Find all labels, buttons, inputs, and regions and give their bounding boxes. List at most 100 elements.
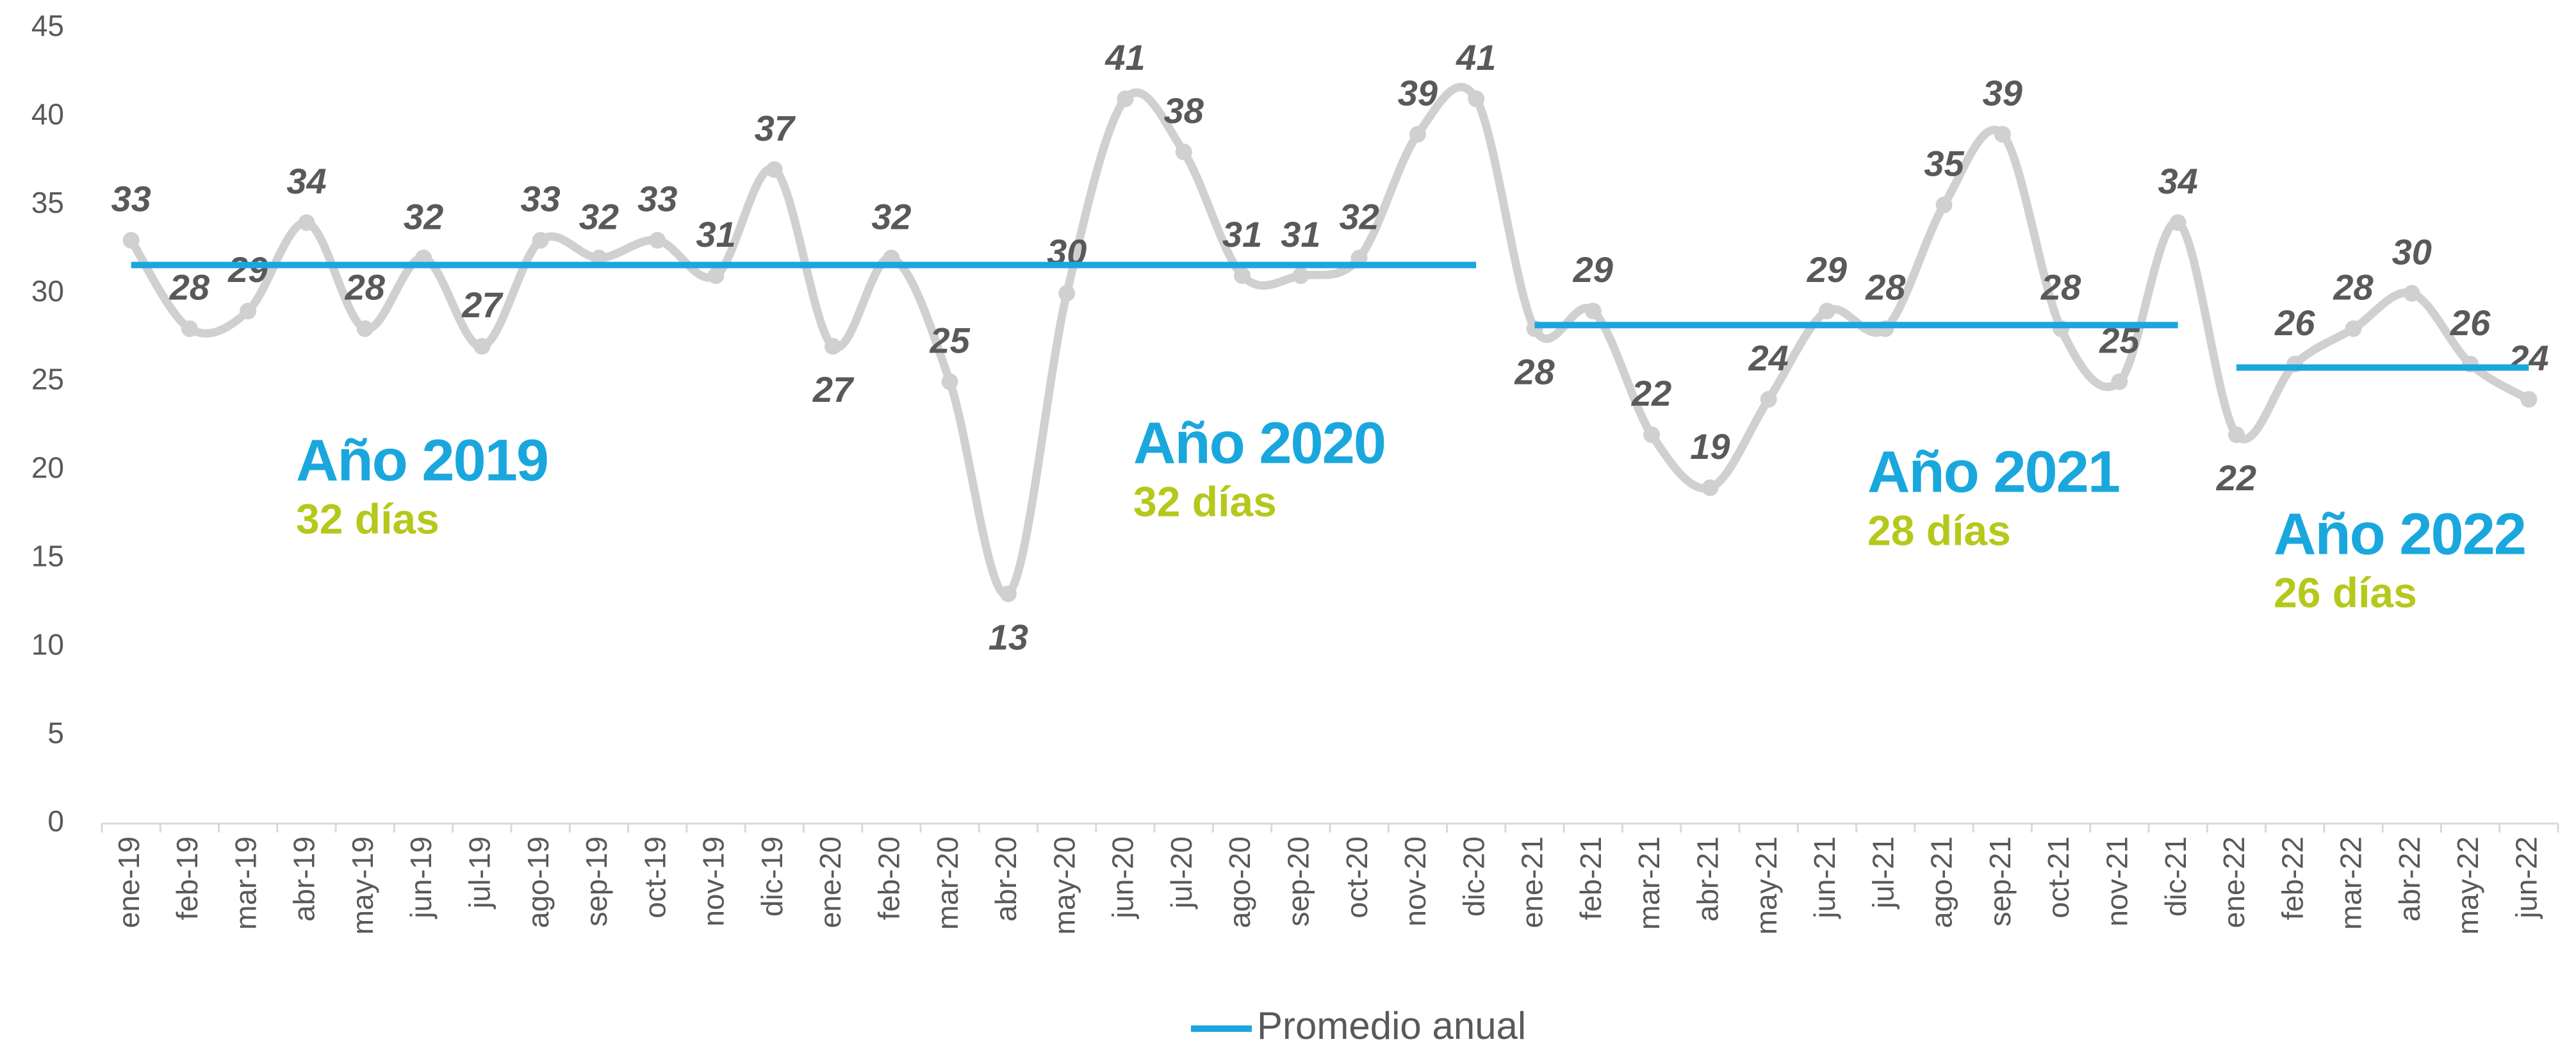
y-tick-label: 5 (47, 716, 64, 749)
x-tick-label: sep-20 (1282, 836, 1315, 927)
x-tick-label: abr-22 (2393, 836, 2426, 922)
x-tick-label: sep-21 (1983, 836, 2017, 927)
annotation-subtitle: 26 días (2274, 568, 2417, 616)
x-tick-label: may-19 (346, 836, 379, 934)
data-label: 27 (812, 369, 855, 410)
x-tick-label: dic-21 (2159, 836, 2192, 916)
x-tick-label: ene-21 (1516, 836, 1549, 928)
x-tick-label: oct-20 (1340, 836, 1374, 918)
x-tick-label: jul-21 (1866, 836, 1899, 910)
x-tick-label: dic-19 (755, 836, 789, 916)
x-tick-label: mar-21 (1632, 836, 1666, 930)
x-tick-label: ene-22 (2217, 836, 2251, 928)
x-tick-label: jun-22 (2510, 836, 2543, 920)
x-tick-label: may-20 (1047, 836, 1081, 934)
data-label: 28 (2333, 267, 2374, 308)
data-label: 28 (1514, 352, 1555, 392)
data-label: 29 (1573, 249, 1613, 290)
data-label: 39 (1983, 72, 2022, 113)
legend-label: Promedio anual (1257, 1004, 1526, 1047)
y-tick-label: 35 (31, 186, 64, 219)
x-tick-label: nov-19 (697, 836, 730, 927)
data-point (2345, 320, 2362, 337)
x-tick-label: mar-19 (229, 836, 262, 930)
x-tick-label: feb-19 (170, 836, 204, 920)
data-label: 32 (1339, 196, 1379, 236)
x-tick-label: nov-20 (1399, 836, 1432, 927)
data-label: 28 (169, 267, 210, 308)
data-label: 32 (579, 196, 619, 236)
y-tick-label: 40 (31, 97, 64, 131)
data-label: 29 (227, 249, 268, 290)
data-point (181, 320, 198, 337)
data-label: 28 (2040, 267, 2081, 308)
x-tick-label: feb-20 (873, 836, 906, 920)
data-label: 30 (2392, 231, 2432, 272)
x-tick-label: oct-19 (638, 836, 671, 918)
x-tick-label: jun-19 (404, 836, 438, 920)
y-tick-label: 0 (47, 804, 64, 838)
x-tick-label: jun-20 (1106, 836, 1140, 920)
annotation-title: Año 2022 (2274, 501, 2525, 567)
data-label: 32 (871, 196, 911, 236)
x-tick-label: oct-21 (2042, 836, 2075, 918)
annotation-subtitle: 32 días (296, 495, 439, 542)
annotation-subtitle: 32 días (1133, 477, 1277, 525)
data-point (1058, 285, 1076, 302)
x-tick-label: jul-19 (463, 836, 496, 910)
x-tick-label: abr-21 (1691, 836, 1725, 922)
data-point (1760, 391, 1777, 408)
data-label: 34 (2158, 161, 2197, 201)
x-tick-label: mar-20 (931, 836, 964, 930)
data-label: 32 (404, 196, 443, 236)
x-tick-label: dic-20 (1457, 836, 1490, 916)
data-point (707, 267, 725, 285)
data-point (356, 320, 373, 337)
y-tick-label: 45 (31, 9, 64, 42)
data-point (1584, 303, 1602, 320)
x-tick-label: ene-19 (112, 836, 145, 928)
data-label: 26 (2274, 303, 2315, 343)
data-point (1409, 126, 1426, 143)
x-tick-label: ene-20 (814, 836, 847, 928)
data-point (298, 214, 315, 231)
x-tick-label: abr-19 (288, 836, 321, 922)
x-tick-label: feb-21 (1574, 836, 1607, 920)
data-label: 19 (1690, 426, 1730, 467)
x-tick-label: mar-22 (2334, 836, 2368, 930)
data-label: 41 (1456, 37, 1496, 78)
data-label: 28 (345, 267, 386, 308)
data-point (824, 338, 842, 355)
data-label: 33 (520, 179, 560, 219)
data-label: 28 (1865, 267, 1906, 308)
data-label: 37 (755, 108, 796, 148)
annotation-title: Año 2019 (296, 427, 548, 493)
data-point (473, 338, 491, 355)
data-point (999, 585, 1017, 602)
x-tick-label: feb-22 (2276, 836, 2309, 920)
data-label: 38 (1164, 90, 1204, 131)
data-point (1935, 196, 1953, 213)
annotation-subtitle: 28 días (1867, 506, 2011, 554)
data-label: 22 (1631, 373, 1671, 413)
data-point (1117, 90, 1134, 108)
data-label: 31 (696, 214, 735, 254)
data-point (941, 373, 958, 390)
data-label: 31 (1222, 214, 1262, 254)
data-point (122, 231, 140, 249)
y-tick-label: 10 (31, 627, 64, 661)
x-tick-label: nov-21 (2101, 836, 2134, 927)
data-label: 22 (2216, 458, 2256, 498)
y-tick-label: 15 (31, 539, 64, 572)
y-tick-label: 25 (31, 363, 64, 396)
data-label: 39 (1398, 72, 1438, 113)
x-tick-label: may-22 (2451, 836, 2484, 934)
data-point (2520, 391, 2538, 408)
data-label: 24 (1748, 338, 1788, 378)
data-point (766, 161, 783, 178)
data-point (240, 303, 257, 320)
x-tick-label: ago-20 (1223, 836, 1256, 928)
x-tick-label: ago-21 (1925, 836, 1958, 928)
data-label: 26 (2450, 303, 2491, 343)
